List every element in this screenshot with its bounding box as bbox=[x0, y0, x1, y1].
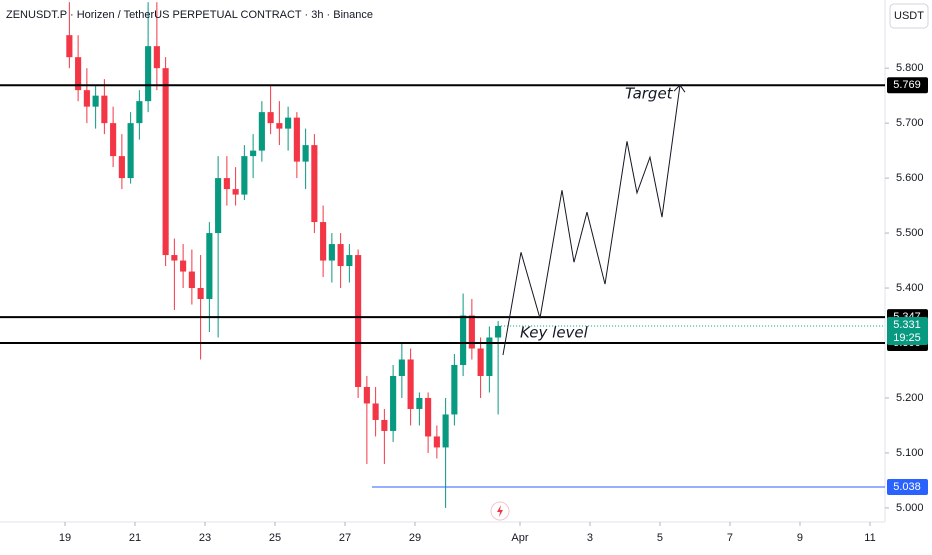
countdown-label: 19:25 bbox=[893, 332, 921, 344]
x-tick-label: 21 bbox=[129, 532, 141, 544]
candle-body bbox=[407, 359, 414, 409]
x-tick-label: 27 bbox=[339, 532, 351, 544]
candle-body bbox=[381, 419, 388, 431]
candle-body bbox=[416, 397, 423, 409]
candle-body bbox=[495, 325, 502, 338]
lightning-icon bbox=[497, 505, 503, 517]
candle-body bbox=[127, 123, 134, 179]
annotation: Target bbox=[625, 84, 674, 102]
candle-body bbox=[118, 156, 125, 179]
candle-body bbox=[477, 348, 484, 376]
candle-body bbox=[197, 288, 204, 300]
candle-body bbox=[285, 117, 292, 129]
candle-body bbox=[320, 222, 327, 261]
candle-body bbox=[145, 46, 152, 102]
price-badge-label: 5.038 bbox=[893, 481, 921, 493]
y-tick-label: 5.600 bbox=[896, 172, 924, 184]
price-badge bbox=[887, 479, 928, 496]
candle-body bbox=[206, 233, 213, 300]
last-price-badge bbox=[887, 316, 928, 345]
candle-body bbox=[293, 117, 300, 162]
candle-body bbox=[442, 414, 449, 448]
x-tick-label: 7 bbox=[727, 532, 733, 544]
candle-body bbox=[66, 35, 73, 58]
x-tick-label: Apr bbox=[511, 532, 528, 544]
candle-body bbox=[276, 123, 283, 129]
x-tick-label: 11 bbox=[864, 532, 875, 544]
y-tick-label: 5.500 bbox=[896, 227, 924, 239]
candle-body bbox=[180, 260, 187, 272]
y-tick-label: 5.100 bbox=[896, 447, 924, 459]
candle-body bbox=[153, 46, 160, 69]
candle-body bbox=[136, 101, 143, 124]
candle-body bbox=[101, 95, 108, 124]
y-tick-label: 5.000 bbox=[896, 502, 924, 514]
candle-body bbox=[372, 403, 379, 420]
candle-body bbox=[241, 156, 248, 195]
annotation: Key level bbox=[520, 324, 589, 342]
candle-body bbox=[302, 145, 309, 162]
projection-path bbox=[502, 85, 681, 356]
candle-body bbox=[83, 90, 90, 107]
arrow-head bbox=[673, 84, 686, 93]
candle-body bbox=[328, 244, 335, 261]
candle-body bbox=[311, 145, 318, 223]
candle-body bbox=[162, 68, 169, 256]
currency-button[interactable] bbox=[889, 3, 929, 29]
x-tick-label: 3 bbox=[587, 532, 593, 544]
x-tick-label: 19 bbox=[59, 532, 71, 544]
price-badge-label: 5.769 bbox=[893, 79, 921, 91]
plot: Target Key level bbox=[0, 2, 885, 508]
candle-body bbox=[223, 178, 230, 190]
y-tick-label: 5.200 bbox=[896, 392, 924, 404]
candle-body bbox=[390, 375, 397, 431]
y-tick-label: 5.700 bbox=[896, 117, 924, 129]
currency-label[interactable]: USDT bbox=[894, 10, 924, 22]
candle-body bbox=[460, 315, 467, 365]
candle-body bbox=[232, 189, 239, 195]
candle-body bbox=[468, 315, 475, 349]
y-tick-label: 5.800 bbox=[896, 62, 924, 74]
candle-body bbox=[363, 386, 370, 404]
candle-body bbox=[433, 436, 440, 448]
candle-body bbox=[267, 112, 274, 124]
candle-body bbox=[451, 364, 458, 415]
x-tick-label: 5 bbox=[657, 532, 663, 544]
chart-title: ZENUSDT.P · Horizen / TetherUS PERPETUAL… bbox=[6, 9, 373, 21]
candle-body bbox=[171, 255, 178, 261]
x-tick-label: 29 bbox=[409, 532, 421, 544]
candle-body bbox=[258, 112, 265, 151]
candle-body bbox=[188, 271, 195, 289]
price-badge bbox=[887, 77, 928, 94]
candle-body bbox=[355, 255, 362, 387]
candle-body bbox=[486, 337, 493, 376]
x-tick-label: 25 bbox=[269, 532, 281, 544]
candle-body bbox=[337, 244, 344, 267]
x-tick-label: 9 bbox=[797, 532, 803, 544]
candle-body bbox=[92, 95, 99, 107]
candle-body bbox=[346, 255, 353, 267]
candle-body bbox=[425, 397, 432, 437]
candle-body bbox=[75, 57, 82, 91]
y-tick-label: 5.400 bbox=[896, 282, 924, 294]
candle-body bbox=[398, 359, 405, 376]
candle-body bbox=[250, 150, 257, 157]
x-tick-label: 23 bbox=[199, 532, 211, 544]
candle-body bbox=[215, 178, 222, 234]
last-price-label: 5.331 bbox=[893, 319, 921, 331]
candle-body bbox=[110, 123, 117, 157]
